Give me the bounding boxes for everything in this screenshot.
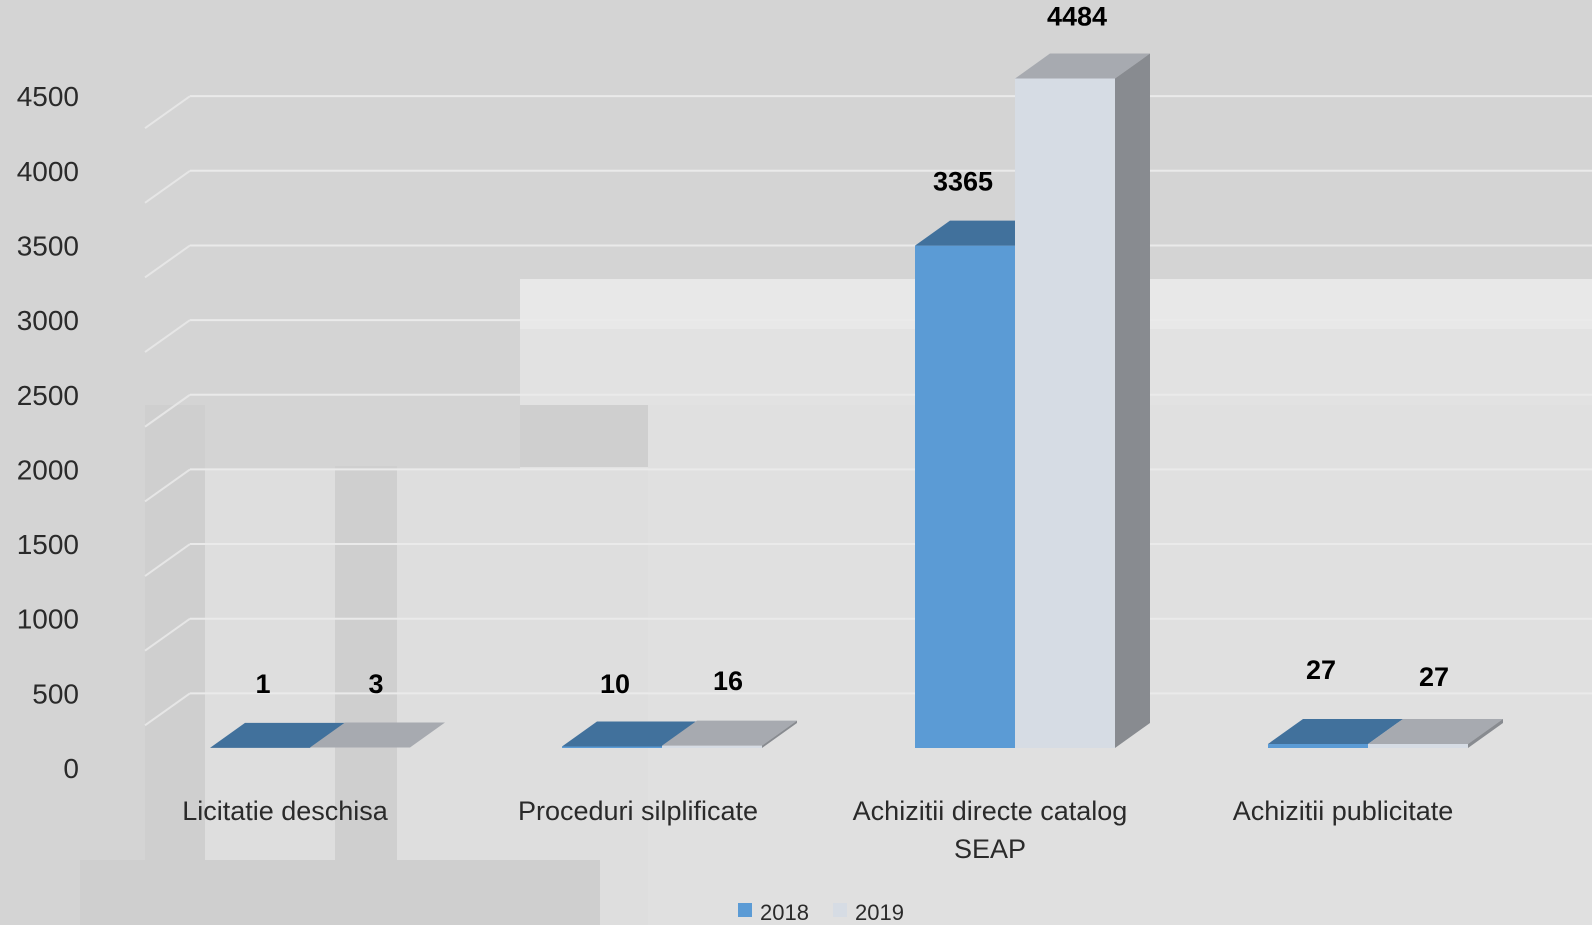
gridline-side [144,468,191,503]
bar-2018-2 [915,220,1050,748]
bars [210,53,1503,748]
category-label: Licitatie deschisa [182,796,389,826]
bar-top [310,722,445,748]
legend-swatch-2018 [738,903,752,917]
bar-side [1115,53,1150,748]
bar-2018-3 [1268,718,1403,748]
data-label: 1 [255,669,270,699]
bar-side [762,720,797,748]
legend-label-2019: 2019 [855,900,904,925]
y-axis: 0 500 1000 1500 2000 2500 3000 3500 4000 4500 [17,81,79,784]
y-tick-label: 500 [32,678,79,709]
gridline-side [144,169,191,204]
bar-top [210,722,345,748]
y-tick-label: 3500 [17,230,79,261]
y-tick-label: 3000 [17,305,79,336]
gridline-side [144,617,191,652]
category-label: Achizitii directe catalog [853,796,1128,826]
y-tick-label: 2500 [17,380,79,411]
gridline-side [144,543,191,577]
category-label: Proceduri silplificate [518,796,758,826]
gridline-side [144,692,191,727]
data-label: 4484 [1047,2,1107,32]
bar-top [1015,53,1150,79]
bar-top [1368,718,1503,744]
bar-top [562,721,697,747]
watermark [80,279,1592,925]
y-tick-label: 4000 [17,156,79,187]
data-label: 27 [1306,655,1336,685]
bar-2018-0 [210,722,345,748]
bar-2019-3 [1368,718,1503,748]
data-label: 3365 [933,167,993,197]
y-tick-label: 4500 [17,81,79,112]
bar-front [1368,743,1468,748]
bar-2019-2 [1015,53,1150,748]
bar-front [662,745,762,748]
bar-front [1015,78,1115,748]
bar-2019-1 [662,720,797,748]
gridlines [144,95,1592,727]
data-labels: 1 3 10 16 3365 4484 27 27 [255,2,1449,699]
x-axis: Licitatie deschisa Proceduri silplificate… [182,796,1453,864]
legend-swatch-2019 [833,903,847,917]
gridline-side [144,244,191,279]
y-tick-label: 1500 [17,529,79,560]
category-label: SEAP [954,834,1026,864]
gridline-side [144,95,191,129]
legend-label-2018: 2018 [760,900,809,925]
legend: 2018 2019 [738,900,904,925]
bar-top [662,720,797,746]
y-tick-label: 2000 [17,454,79,485]
data-label: 3 [368,669,383,699]
gridline-side [144,319,191,353]
gridline-side [144,393,191,428]
bar-front [562,746,662,748]
category-label: Achizitii publicitate [1233,796,1454,826]
bar-top [1268,718,1403,744]
bar-front [1268,743,1368,748]
y-tick-label: 1000 [17,604,79,635]
data-label: 27 [1419,662,1449,692]
bar-2018-1 [562,721,697,748]
bar-side [1468,718,1503,748]
data-label: 16 [713,666,743,696]
bar-2019-0 [310,722,445,748]
data-label: 10 [600,669,630,699]
y-tick-label: 0 [63,753,79,784]
bar-front [915,245,1015,748]
